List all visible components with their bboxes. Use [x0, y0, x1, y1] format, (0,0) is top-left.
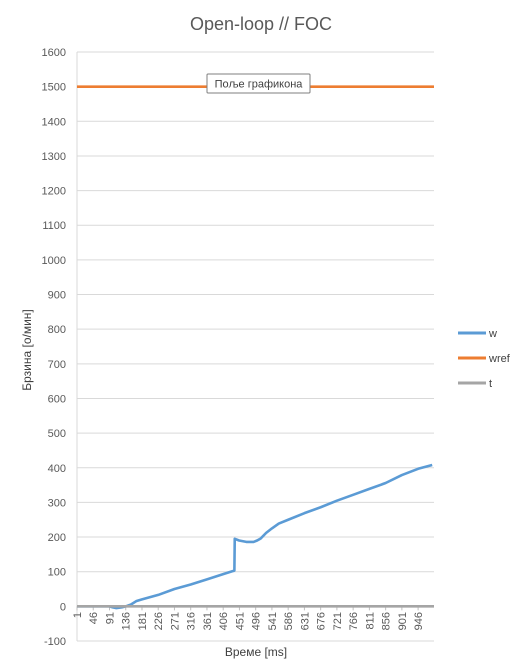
y-tick-label: 300	[48, 497, 66, 509]
y-tick-label: 1600	[42, 47, 66, 59]
chart-title: Open-loop // FOC	[190, 14, 332, 34]
x-tick-label: 946	[413, 612, 425, 630]
x-tick-label: 361	[202, 612, 214, 630]
x-tick-label: 271	[169, 612, 181, 630]
x-tick-label: 181	[137, 612, 149, 630]
series-lines	[77, 85, 434, 610]
x-tick-label: 46	[88, 612, 100, 624]
y-tick-label: 1300	[42, 151, 66, 163]
x-tick-label: 316	[186, 612, 198, 630]
x-tick-label: 676	[316, 612, 328, 630]
x-tick-label: 496	[251, 612, 263, 630]
chart-area-tooltip: Поље графикона	[206, 73, 311, 94]
x-tick-label: 406	[218, 612, 230, 630]
y-tick-label: 800	[48, 324, 66, 336]
x-tick-label: 766	[348, 612, 360, 630]
x-tick-label: 226	[153, 612, 165, 630]
x-tick-labels: 1 46 91 136 181 226 271 316 361 406 451 496 541 586 63…	[72, 606, 425, 630]
y-tick-label: -100	[44, 636, 66, 648]
y-tick-label: 500	[48, 428, 66, 440]
y-tick-label: 1400	[42, 116, 66, 128]
legend-label-t: t	[489, 378, 492, 390]
series-line-w	[77, 463, 433, 610]
y-tick-label: 700	[48, 359, 66, 371]
x-tick-label: 721	[332, 612, 344, 630]
x-axis-title: Време [ms]	[225, 645, 287, 659]
y-tick-label: 600	[48, 393, 66, 405]
legend-label-wref: wref	[488, 353, 511, 365]
legend-label-w: w	[488, 328, 497, 340]
x-tick-label: 901	[397, 612, 409, 630]
y-tick-label: 0	[60, 601, 66, 613]
tooltip-box	[206, 73, 311, 94]
x-tick-label: 586	[283, 612, 295, 630]
x-tick-label: 541	[267, 612, 279, 630]
x-tick-label: 811	[364, 612, 376, 630]
y-tick-label: 1200	[42, 186, 66, 198]
x-tick-label: 451	[234, 612, 246, 630]
tooltip-text: Поље графикона	[215, 79, 304, 91]
x-tick-label: 1	[72, 612, 84, 618]
y-tick-label: 1100	[42, 220, 66, 232]
legend: w wref t	[458, 328, 511, 390]
y-tick-label: 1500	[42, 82, 66, 94]
y-tick-labels: -100 0 100 200 300 400 500 600 700 800 900 1000 1100…	[42, 47, 66, 648]
y-axis-title: Брзина [o/мин]	[20, 309, 34, 391]
x-tick-label: 136	[121, 612, 133, 630]
y-tick-label: 400	[48, 463, 66, 475]
y-tick-label: 1000	[42, 255, 66, 267]
x-tick-label: 856	[381, 612, 393, 630]
gridlines	[76, 51, 434, 642]
x-tick-label: 91	[104, 612, 116, 624]
y-tick-label: 900	[48, 290, 66, 302]
y-tick-label: 200	[48, 532, 66, 544]
y-tick-label: 100	[48, 567, 66, 579]
x-tick-label: 631	[299, 612, 311, 630]
